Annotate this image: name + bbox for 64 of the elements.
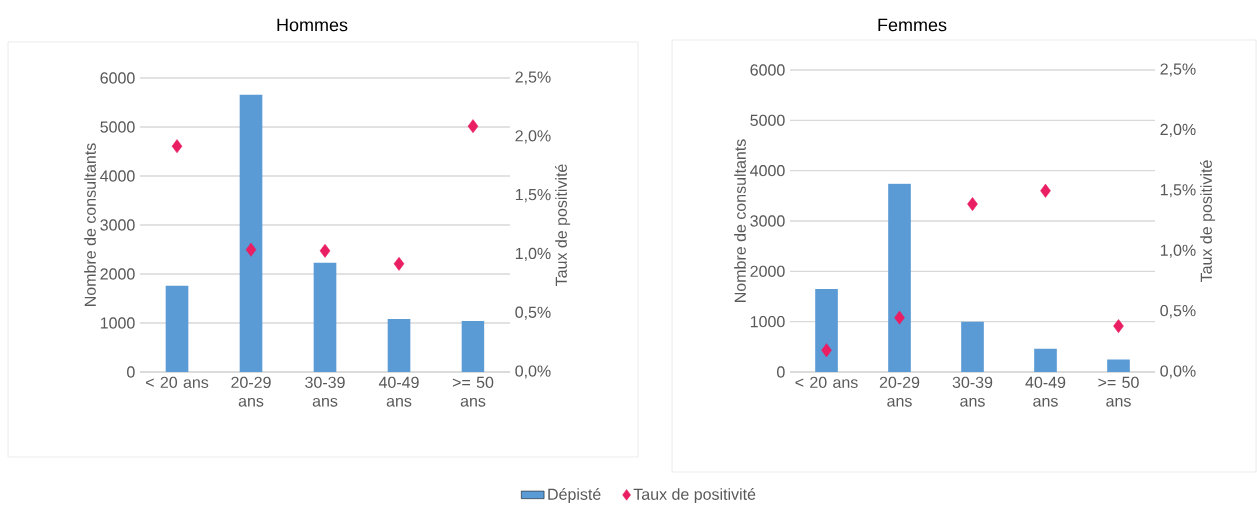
y-tick-label: 3000 xyxy=(100,219,135,231)
y-tick-label: 5000 xyxy=(750,114,785,126)
bar xyxy=(239,94,263,372)
y-tick-label: 3000 xyxy=(750,215,785,227)
y2-tick-label: 1,0% xyxy=(1160,244,1196,258)
legend-label: Taux de positivité xyxy=(633,487,756,504)
x-tick-label: 30-39 ans xyxy=(952,376,993,407)
y2-axis-title: Taux de positivité xyxy=(555,164,571,286)
bar xyxy=(1107,359,1130,372)
point xyxy=(967,197,978,212)
y-tick-label: 6000 xyxy=(750,64,785,76)
chart-title: Hommes xyxy=(277,18,348,32)
y2-tick-label: 1,0% xyxy=(515,247,551,261)
y2-tick-label: 2,5% xyxy=(1160,63,1196,77)
point xyxy=(1113,319,1124,334)
x-tick-label: 30-39 ans xyxy=(305,376,345,407)
bar xyxy=(165,285,189,372)
y2-tick-label: 0,5% xyxy=(1160,304,1196,319)
y2-axis-title: Taux de positivité xyxy=(1200,160,1216,282)
y2-tick-label: 0,5% xyxy=(515,306,551,320)
x-tick-label: >= 50 ans xyxy=(452,376,494,407)
point xyxy=(319,243,331,258)
y2-tick-label: 2,5% xyxy=(515,71,551,85)
y2-tick-label: 1,5% xyxy=(515,189,551,203)
bar xyxy=(387,319,411,372)
y-axis-title: Nombre de consultants xyxy=(734,139,746,302)
y-tick-label: 0 xyxy=(127,366,135,378)
bar xyxy=(1034,348,1057,372)
y2-tick-label: 1,5% xyxy=(1160,184,1196,198)
point xyxy=(1040,183,1051,198)
bar xyxy=(313,262,337,372)
x-tick-label: 20-29 ans xyxy=(879,376,920,407)
y-tick-label: 0 xyxy=(777,366,785,378)
x-tick-label: 40-49 ans xyxy=(378,376,419,407)
y-tick-label: 1000 xyxy=(750,315,785,328)
x-tick-label: < 20 ans xyxy=(146,376,209,389)
point xyxy=(393,256,405,271)
x-tick-label: >= 50 ans xyxy=(1098,376,1139,407)
y-axis-title: Nombre de consultants xyxy=(84,143,96,306)
point xyxy=(467,119,479,134)
y-tick-label: 4000 xyxy=(750,165,785,177)
y-tick-label: 2000 xyxy=(750,265,785,277)
y-tick-label: 6000 xyxy=(100,72,135,84)
bar xyxy=(815,288,838,372)
y2-tick-label: 2,0% xyxy=(515,130,551,144)
point xyxy=(245,242,257,257)
bar xyxy=(461,321,485,372)
y2-tick-label: 0,0% xyxy=(515,365,551,379)
y-tick-label: 4000 xyxy=(100,170,135,182)
point xyxy=(821,343,832,358)
y-tick-label: 5000 xyxy=(100,121,135,133)
legend-label: Dépisté xyxy=(548,487,601,504)
y-tick-label: 2000 xyxy=(100,268,135,280)
bar xyxy=(888,183,911,372)
y-tick-label: 1000 xyxy=(100,317,135,329)
point xyxy=(171,139,183,154)
y2-tick-label: 2,0% xyxy=(1160,123,1196,137)
point xyxy=(894,310,905,325)
y2-tick-label: 0,0% xyxy=(1160,365,1196,379)
chart-title: Femmes xyxy=(878,18,947,32)
bar xyxy=(961,321,984,372)
x-tick-label: < 20 ans xyxy=(795,376,858,389)
x-tick-label: 20-29 ans xyxy=(231,376,271,407)
x-tick-label: 40-49 ans xyxy=(1025,376,1066,407)
